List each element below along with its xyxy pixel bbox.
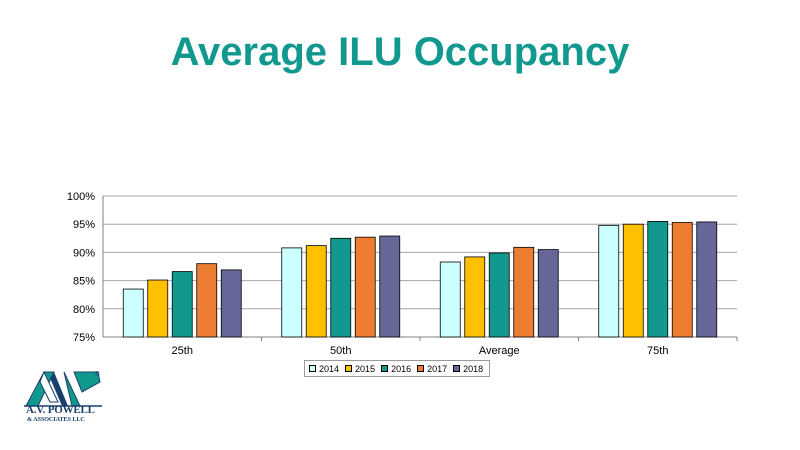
- legend-swatch: [417, 365, 425, 372]
- legend-swatch: [381, 365, 389, 372]
- y-tick-label: 90%: [73, 247, 95, 259]
- y-tick-label: 95%: [73, 219, 95, 231]
- bar: [622, 223, 644, 338]
- bar: [122, 288, 144, 338]
- slide-title: Average ILU Occupancy: [170, 30, 630, 74]
- bar: [537, 249, 559, 338]
- bar: [147, 279, 169, 338]
- chart-legend: 2014 2015 2016 2017 2018: [304, 360, 491, 377]
- y-tick-label: 85%: [73, 276, 95, 288]
- legend-label: 2016: [391, 363, 412, 374]
- legend-item: 2014: [309, 364, 339, 374]
- bar: [220, 269, 242, 338]
- bar: [330, 237, 352, 338]
- legend-item: 2015: [345, 364, 375, 374]
- bar: [488, 252, 510, 338]
- logo-name: A.V. POWELL: [26, 404, 95, 416]
- bar: [647, 220, 669, 338]
- legend-label: 2014: [319, 363, 340, 374]
- y-tick-label: 75%: [73, 332, 95, 344]
- bar: [439, 261, 461, 338]
- legend-swatch: [309, 365, 316, 372]
- x-tick-label: 50th: [330, 345, 351, 357]
- legend-item: 2017: [417, 364, 447, 374]
- legend-label: 2017: [427, 363, 448, 374]
- bar: [196, 263, 218, 338]
- legend-swatch: [453, 365, 461, 372]
- y-tick-label: 80%: [73, 304, 95, 316]
- x-tick-label: 25th: [172, 345, 193, 357]
- bar: [598, 224, 620, 338]
- legend-label: 2015: [355, 363, 376, 374]
- bar: [696, 221, 718, 338]
- registered-mark: ®: [95, 371, 100, 378]
- bar: [281, 247, 303, 338]
- bar: [464, 256, 486, 338]
- bar: [354, 236, 376, 338]
- bar: [305, 245, 327, 338]
- bar: [379, 235, 401, 338]
- x-tick-label: Average: [479, 345, 520, 357]
- bar: [671, 222, 693, 338]
- legend-item: 2018: [453, 364, 483, 374]
- company-logo-icon: ®: [24, 370, 102, 407]
- x-tick-label: 75th: [647, 345, 668, 357]
- bar: [513, 246, 535, 338]
- logo-subtitle: & ASSOCIATES LLC: [27, 416, 85, 423]
- legend-item: 2016: [381, 364, 411, 374]
- legend-swatch: [345, 365, 353, 372]
- bar: [171, 271, 193, 338]
- legend-label: 2018: [463, 363, 484, 374]
- y-tick-label: 100%: [67, 191, 95, 203]
